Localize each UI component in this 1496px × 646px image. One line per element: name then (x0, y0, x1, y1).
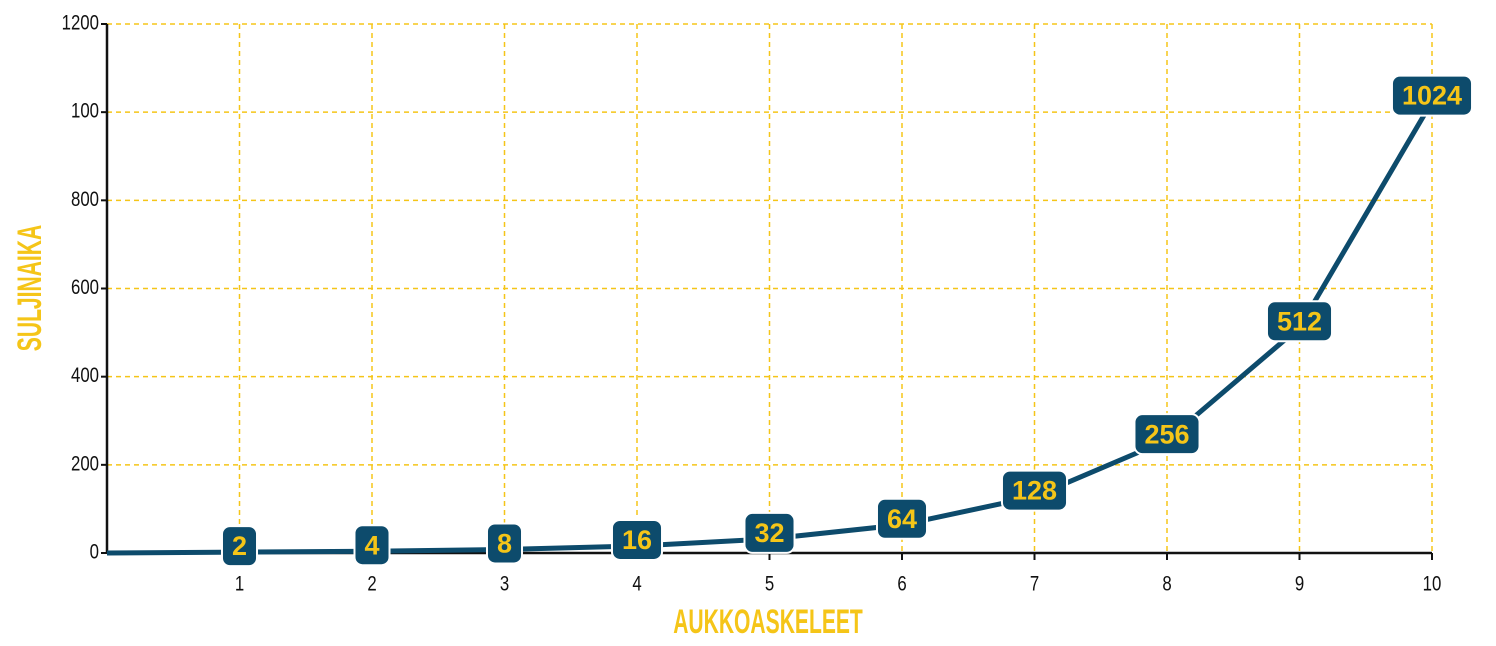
y-tick-label: 400 (71, 365, 99, 388)
x-tick-label: 2 (367, 573, 376, 596)
value-label-box (743, 511, 796, 554)
x-tick-label: 5 (765, 573, 774, 596)
value-label: 2 (232, 531, 247, 561)
y-tick-label: 100 (71, 100, 99, 123)
value-label-box (485, 522, 524, 565)
value-label: 64 (887, 504, 917, 534)
x-tick-label: 7 (1030, 573, 1039, 596)
value-label: 128 (1012, 476, 1057, 506)
value-label-box (1133, 413, 1201, 456)
x-axis-title: AUKKOASKELEET (673, 602, 863, 640)
value-label: 256 (1144, 419, 1189, 449)
x-tick-label: 1 (235, 573, 244, 596)
value-label: 4 (364, 530, 379, 560)
x-tick-label: 8 (1162, 573, 1171, 596)
y-tick-label: 800 (71, 188, 99, 211)
value-label-box (1390, 74, 1474, 117)
value-label: 16 (622, 525, 652, 555)
y-tick-label: 1200 (62, 12, 99, 35)
value-label: 512 (1277, 306, 1322, 336)
value-label-box (220, 525, 259, 568)
value-label: 32 (754, 518, 784, 548)
value-label-box (610, 518, 664, 561)
value-label-box (353, 524, 391, 567)
x-tick-label: 3 (500, 573, 509, 596)
y-axis-title: SULJINAIKA (10, 225, 48, 351)
value-label-box (1000, 469, 1069, 512)
value-label-box (875, 497, 929, 540)
value-label: 8 (497, 529, 512, 559)
x-tick-label: 6 (897, 573, 906, 596)
value-label-box (1265, 300, 1334, 343)
y-tick-label: 200 (71, 453, 99, 476)
y-tick-label: 600 (71, 276, 99, 299)
x-tick-label: 4 (632, 573, 642, 596)
x-tick-label: 10 (1423, 573, 1442, 596)
y-tick-label: 0 (90, 541, 99, 564)
value-label: 1024 (1402, 81, 1462, 111)
x-tick-label: 9 (1295, 573, 1304, 596)
